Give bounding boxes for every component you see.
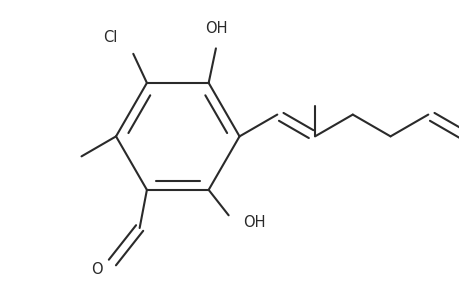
Text: O: O — [91, 262, 102, 277]
Text: OH: OH — [242, 215, 265, 230]
Text: Cl: Cl — [103, 30, 118, 45]
Text: OH: OH — [205, 21, 228, 36]
